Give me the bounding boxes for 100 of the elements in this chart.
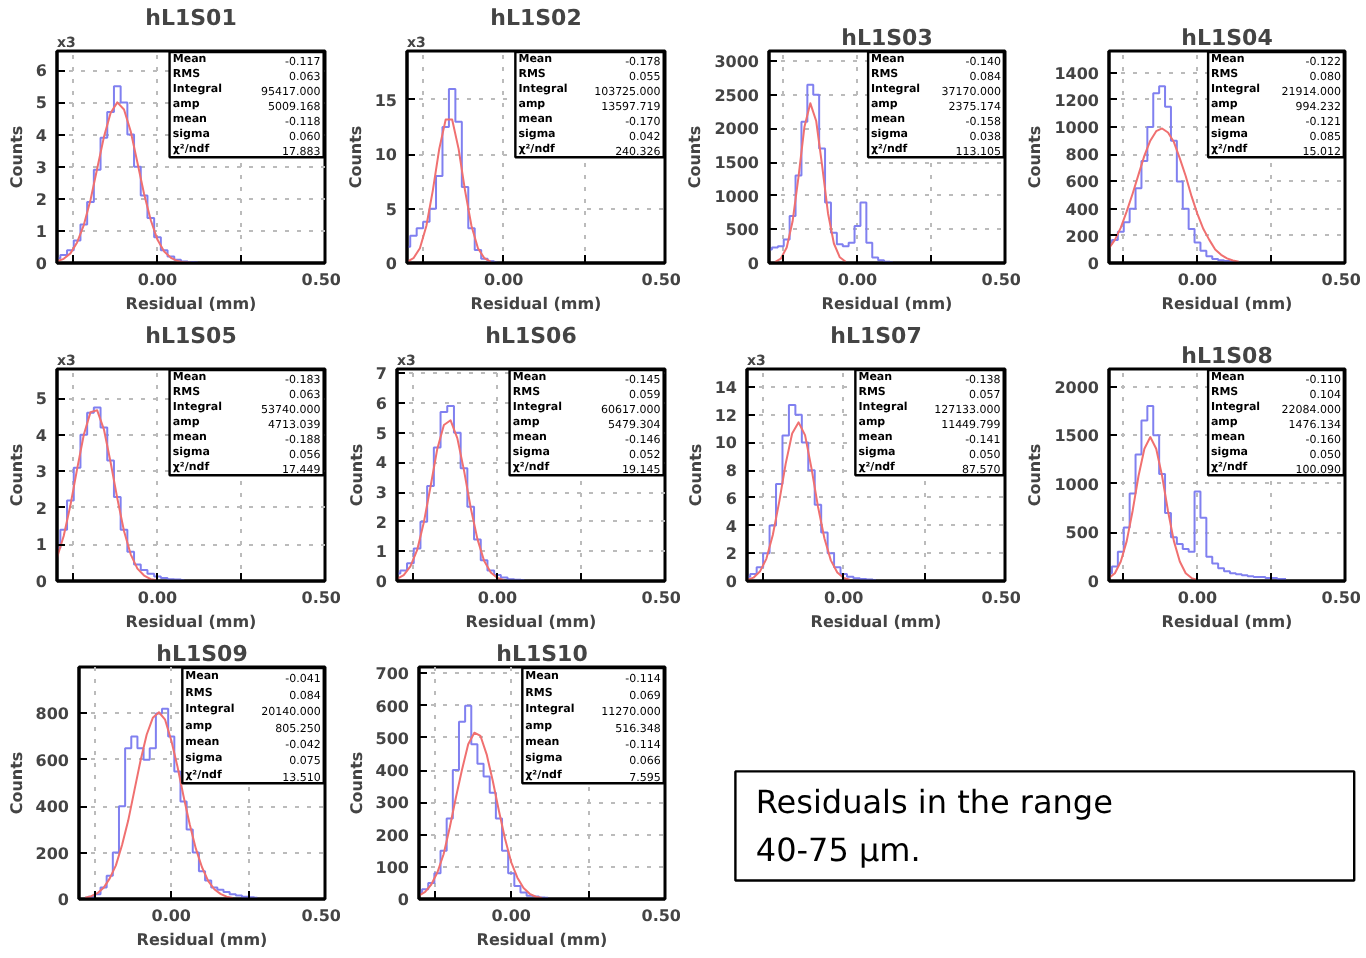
x-axis-title: Residual (mm) (476, 931, 608, 949)
x-axis-title: Residual (mm) (470, 295, 602, 313)
x-tick-label: 0.50 (1321, 271, 1362, 289)
y-tick-label: 4 (375, 454, 388, 473)
y-tick-label: 1500 (1054, 427, 1100, 446)
x-tick-label: 0.00 (477, 589, 519, 607)
y-tick-label: 0 (397, 891, 410, 909)
chart-title: hL1S09 (156, 641, 248, 667)
y-axis-title: Counts (1026, 125, 1045, 189)
y-tick-label: 0 (725, 573, 738, 591)
chart-title: hL1S02 (490, 5, 582, 31)
y-tick-label: 2 (35, 499, 48, 518)
y-axis-title: Counts (7, 125, 26, 189)
y-tick-label: 600 (375, 697, 410, 716)
y-tick-label: 0 (747, 255, 760, 273)
y-tick-label: 4 (35, 126, 48, 145)
x-tick-label: 0.50 (981, 271, 1022, 289)
y-tick-label: 1200 (1054, 91, 1100, 110)
y-tick-label: 3 (35, 463, 48, 482)
y-tick-label: 10 (374, 146, 398, 165)
y-tick-label: 15 (374, 91, 398, 110)
y-tick-label: 2000 (1054, 378, 1100, 397)
y-tick-label: 1400 (1054, 64, 1100, 83)
x-tick-label: 0.00 (137, 271, 179, 289)
y-axis-title: Counts (346, 125, 365, 189)
chart-title: hL1S10 (496, 641, 589, 667)
x-tick-label: 0.00 (137, 589, 179, 607)
y-tick-label: 0 (35, 255, 48, 273)
x-tick-label: 0.50 (641, 271, 682, 289)
y-tick-label: 8 (725, 462, 738, 481)
x-tick-label: 0.50 (1321, 589, 1362, 607)
x-axis-title: Residual (mm) (465, 613, 597, 631)
x-tick-label: 0.00 (1177, 589, 1219, 607)
y-tick-label: 4 (35, 426, 48, 445)
y-tick-label: 400 (35, 798, 70, 817)
y-tick-label: 200 (375, 826, 410, 845)
y-tick-label: 3000 (714, 53, 760, 72)
y-tick-label: 2 (35, 190, 48, 209)
x-tick-label: 0.00 (837, 271, 879, 289)
y-tick-label: 0 (1087, 255, 1100, 273)
y-tick-label: 3 (375, 484, 388, 503)
chart-title: hL1S07 (830, 323, 922, 349)
chart-title: hL1S08 (1181, 343, 1273, 369)
y-tick-label: 4 (725, 517, 738, 536)
text: Residuals in the range 40-75 μm. (755, 783, 1113, 869)
y-axis-title: Counts (686, 125, 705, 189)
y-tick-label: 800 (1065, 146, 1100, 165)
y-tick-label: 10 (714, 434, 738, 453)
chart-title: hL1S06 (485, 323, 578, 349)
y-tick-label: 1000 (1054, 119, 1100, 138)
x-axis-title: Residual (mm) (125, 613, 257, 631)
x-tick-label: 0.00 (824, 589, 865, 607)
chart-title: hL1S01 (145, 5, 237, 31)
y-tick-label: 1500 (714, 154, 760, 173)
x-tick-label: 0.50 (641, 589, 682, 607)
y-tick-label: 200 (1065, 227, 1100, 246)
y-axis-title: Counts (347, 751, 366, 815)
y-tick-label: 500 (375, 729, 410, 748)
y-axis-title: Counts (7, 751, 26, 815)
y-tick-label: 1 (35, 222, 48, 241)
chart-title: hL1S03 (841, 25, 933, 51)
y-tick-label: 5 (385, 200, 398, 219)
y-tick-label: 500 (1065, 524, 1100, 543)
y-tick-label: 1 (35, 536, 48, 555)
y-tick-label: 1 (375, 543, 388, 562)
y-tick-label: 500 (725, 221, 760, 240)
y-axis-title: Counts (1026, 443, 1045, 507)
y-tick-label: 1000 (714, 187, 760, 206)
x-tick-label: 0.00 (484, 271, 525, 289)
chart-title: hL1S04 (1181, 25, 1274, 51)
x-axis-title: Residual (mm) (810, 613, 942, 631)
y-tick-label: 1000 (1054, 475, 1100, 494)
x-axis-title: Residual (mm) (821, 295, 953, 313)
y-tick-label: 100 (375, 858, 410, 877)
y-tick-label: 5 (35, 94, 48, 113)
x-tick-label: 0.00 (151, 907, 192, 925)
y-tick-label: 400 (375, 762, 410, 781)
y-tick-label: 5 (35, 390, 48, 409)
y-tick-label: 2 (375, 513, 388, 532)
y-tick-label: 7 (375, 365, 388, 384)
x-tick-label: 0.50 (301, 907, 342, 925)
y-tick-label: 3 (35, 158, 48, 177)
y-tick-label: 2000 (714, 120, 760, 139)
x-tick-label: 0.00 (1177, 271, 1219, 289)
y-tick-label: 400 (1065, 200, 1100, 219)
y-tick-label: 2 (725, 545, 738, 564)
x-tick-label: 0.50 (301, 271, 342, 289)
x-tick-label: 0.00 (491, 907, 532, 925)
x-tick-label: 0.50 (641, 907, 682, 925)
y-tick-label: 6 (375, 395, 388, 414)
y-tick-label: 6 (725, 489, 738, 508)
y-axis-title: Counts (347, 443, 366, 507)
x-axis-title: Residual (mm) (1161, 295, 1293, 313)
y-tick-label: 0 (57, 891, 70, 909)
y-tick-label: 800 (35, 705, 70, 724)
y-tick-label: 600 (35, 751, 70, 770)
y-tick-label: 0 (1087, 573, 1100, 591)
y-tick-label: 14 (714, 379, 738, 398)
y-tick-label: 12 (714, 406, 738, 425)
y-tick-label: 0 (35, 573, 48, 591)
